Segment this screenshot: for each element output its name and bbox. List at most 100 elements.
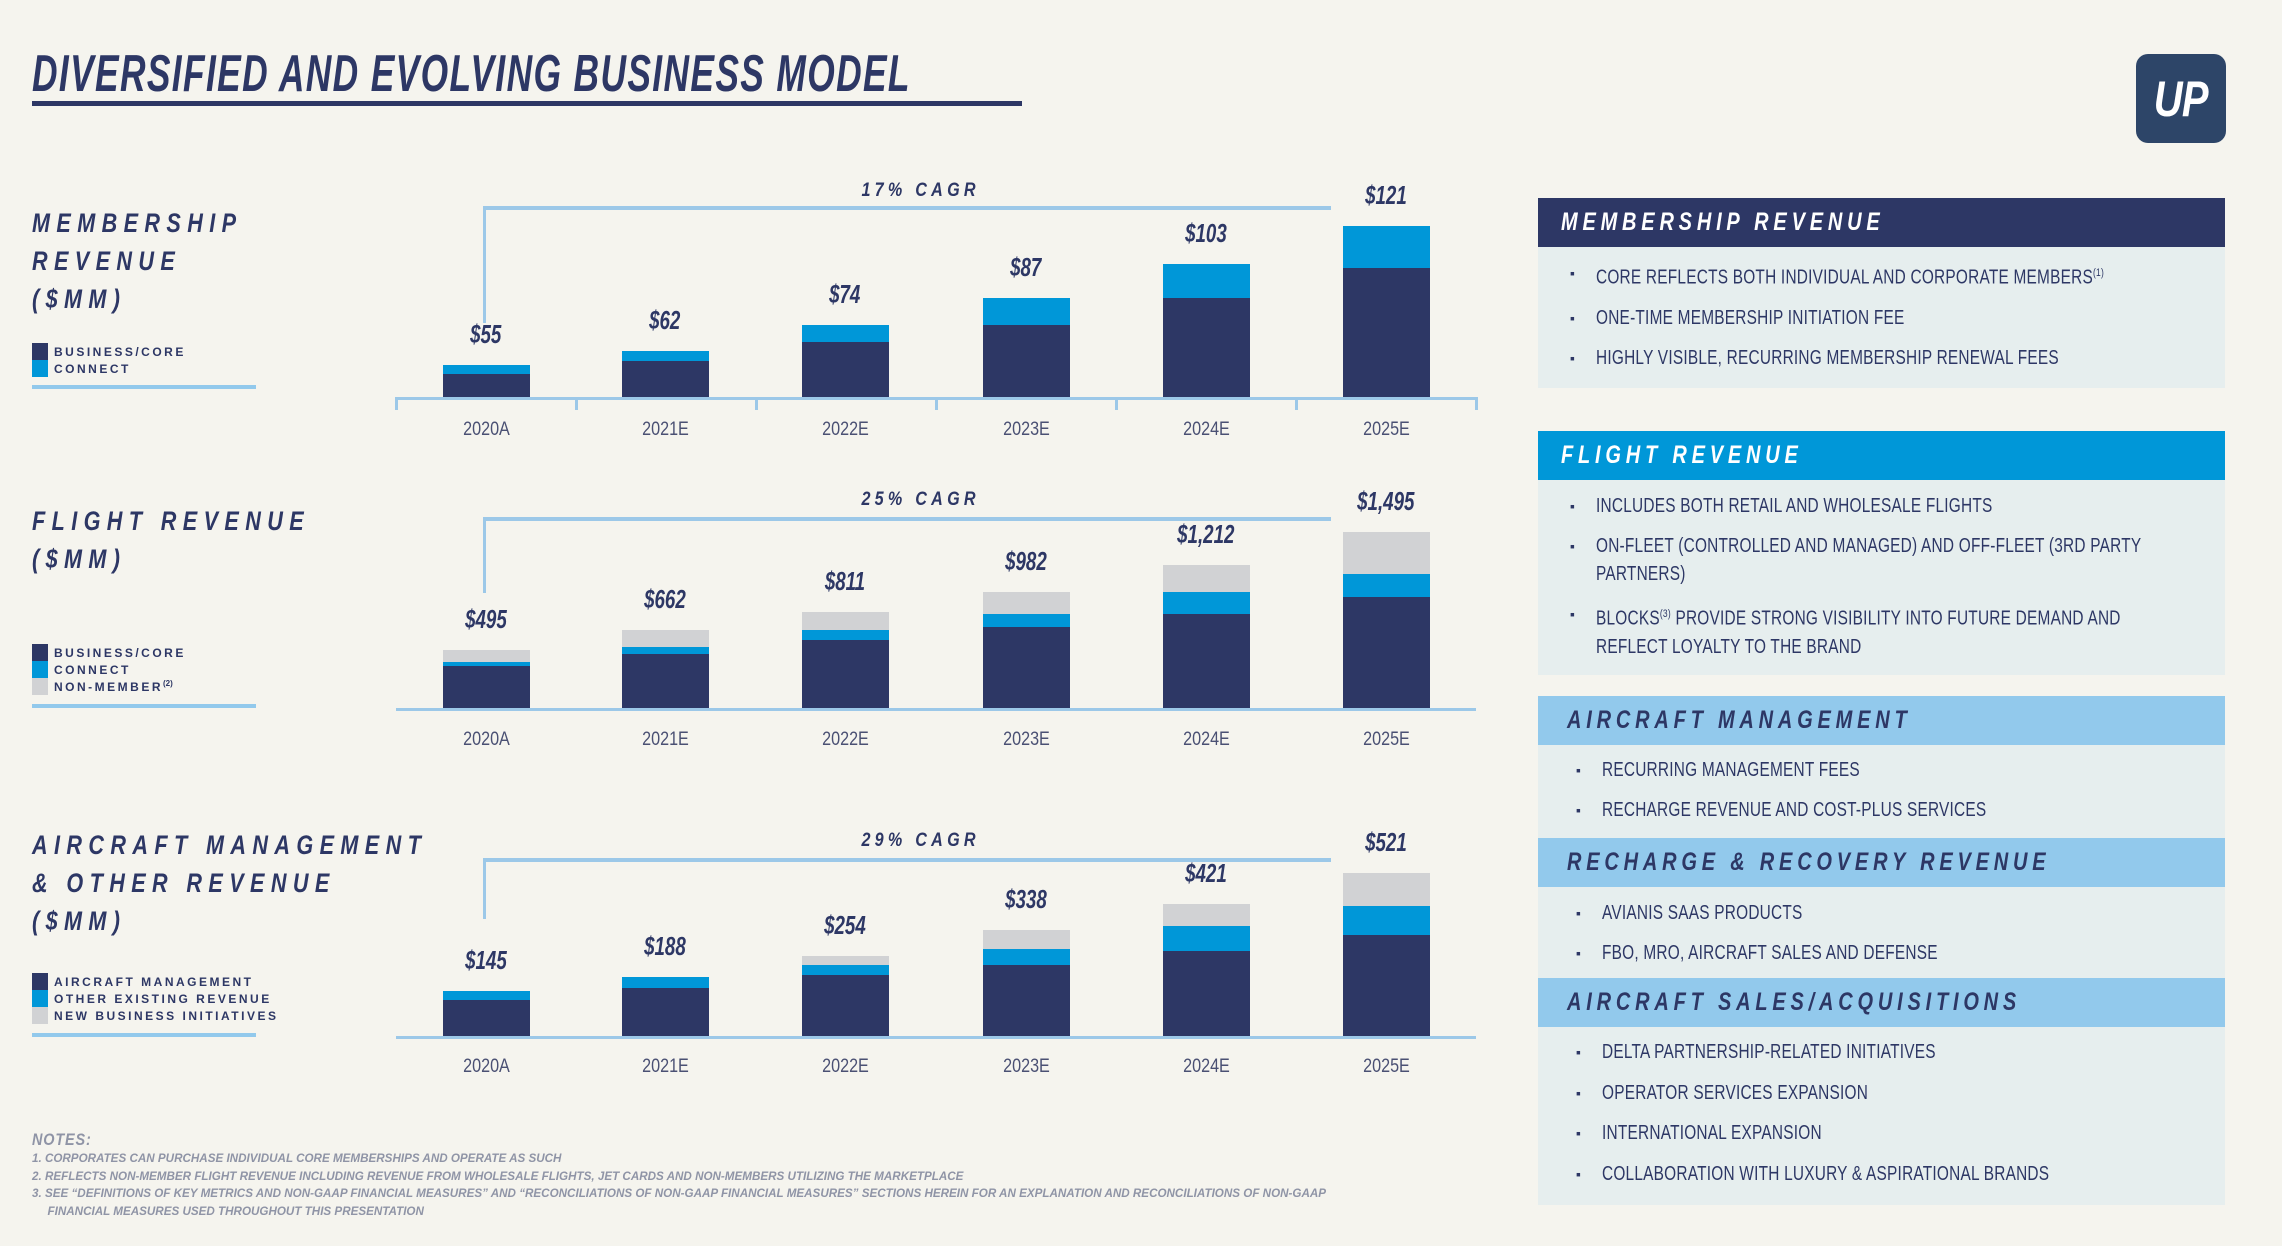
x-tick-label: 2025E (1316, 1056, 1456, 1078)
bar-segment-other-existing-revenue (1342, 906, 1430, 936)
cagr-bracket-horizontal (483, 206, 1331, 210)
aircraft-legend: AIRCRAFT MANAGEMENT OTHER EXISTING REVEN… (32, 973, 278, 1024)
year-text: 2025E (1362, 1056, 1410, 1077)
section-label-line: ($MM) (32, 906, 127, 936)
legend-swatch (32, 678, 48, 695)
bar-segment-business-core (801, 639, 889, 708)
bar-segment-business-core (801, 342, 889, 397)
x-tick-label: 2025E (1316, 419, 1456, 441)
x-tick-label: 2024E (1136, 1056, 1276, 1078)
bar-total-label: $254 (775, 910, 915, 941)
panel-title: FLIGHT REVENUE (1561, 441, 1803, 469)
bar-total-label: $74 (775, 279, 915, 310)
bar-segment-connect (1342, 226, 1430, 269)
panel-title: RECHARGE & RECOVERY REVENUE (1567, 848, 2051, 876)
legend-label: BUSINESS/CORE (54, 645, 186, 660)
x-tick-label: 2023E (956, 1056, 1096, 1078)
cagr-text: 17% CAGR (861, 180, 981, 201)
footnote-line: FINANCIAL MEASURES USED THROUGHOUT THIS … (47, 1203, 424, 1218)
year-text: 2022E (821, 419, 869, 440)
x-tick-label: 2021E (595, 1056, 735, 1078)
panel-header: RECHARGE & RECOVERY REVENUE (1538, 838, 2225, 887)
item-text: DELTA PARTNERSHIP-RELATED INITIATIVES (1602, 1041, 1936, 1063)
legend-swatch (32, 343, 48, 360)
year-text: 2022E (821, 729, 869, 750)
cagr-bracket-horizontal (483, 517, 1331, 521)
year-text: 2021E (641, 1056, 689, 1077)
bar-segment-business-core (1162, 297, 1250, 397)
legend-swatch (32, 661, 48, 678)
list-item: ▪ COLLABORATION WITH LUXURY & ASPIRATIONA… (1538, 1160, 2225, 1188)
bullet-icon: ▪ (1570, 309, 1575, 326)
panel-header: FLIGHT REVENUE (1538, 431, 2225, 480)
item-text: INTERNATIONAL EXPANSION (1602, 1122, 1822, 1144)
year-text: 2023E (1002, 729, 1050, 750)
bullet-icon: ▪ (1570, 538, 1575, 554)
bar-segment-business-core (621, 361, 709, 397)
panel-title: MEMBERSHIP REVENUE (1561, 208, 1885, 236)
bullet-icon: ▪ (1570, 606, 1575, 622)
flight-revenue-chart: 25% CAGR $495 2020A $662 2021E $811 2022E $982 2… (396, 486, 1476, 751)
bar-total-label: $1,212 (1136, 519, 1276, 550)
bar-segment-connect (442, 661, 530, 667)
total-value: $662 (644, 583, 686, 614)
axis-tick (575, 397, 578, 410)
bar-total-label: $982 (956, 546, 1096, 577)
section-label-line: MEMBERSHIP (32, 208, 243, 238)
bar-segment-connect (982, 614, 1070, 628)
item-text: RECURRING MANAGEMENT FEES (1602, 759, 1860, 781)
bullet-icon: ▪ (1576, 1165, 1581, 1182)
footnote-line: 2. REFLECTS NON-MEMBER FLIGHT REVENUE IN… (32, 1168, 964, 1183)
year-text: 2021E (641, 419, 689, 440)
list-item: ▪ FBO, MRO, AIRCRAFT SALES AND DEFENSE (1538, 939, 2225, 967)
bar-segment-aircraft-management (1342, 935, 1430, 1036)
item-text: INCLUDES BOTH RETAIL AND WHOLESALE FLIGH… (1596, 495, 1993, 517)
bullet-icon: ▪ (1576, 945, 1581, 961)
panel-body: ▪ INCLUDES BOTH RETAIL AND WHOLESALE FLIG… (1538, 480, 2225, 675)
year-text: 2021E (641, 729, 689, 750)
x-axis (396, 708, 1476, 711)
bar-segment-new-business-initiatives (1162, 903, 1250, 927)
list-item: ▪ RECURRING MANAGEMENT FEES (1538, 756, 2225, 784)
bar-segment-aircraft-management (442, 999, 530, 1036)
total-value: $421 (1185, 857, 1227, 888)
year-text: 2020A (462, 419, 510, 440)
panel-body: ▪ DELTA PARTNERSHIP-RELATED INITIATIVES ▪… (1538, 1027, 2225, 1205)
x-tick-label: 2025E (1316, 729, 1456, 751)
footnote-ref: (2) (163, 679, 173, 688)
aircraft-section-label: AIRCRAFT MANAGEMENT & OTHER REVENUE ($MM… (32, 826, 427, 940)
total-value: $87 (1010, 251, 1042, 282)
item-text: FBO, MRO, AIRCRAFT SALES AND DEFENSE (1602, 942, 1938, 964)
bar-segment-new-business-initiatives (1342, 872, 1430, 907)
cagr-label: 17% CAGR (771, 180, 1071, 202)
total-value: $55 (470, 319, 502, 350)
cagr-text: 29% CAGR (861, 830, 981, 851)
membership-revenue-panel: MEMBERSHIP REVENUE ▪ CORE REFLECTS BOTH I… (1538, 198, 2225, 388)
title-underline (32, 101, 1022, 106)
x-tick-label: 2023E (956, 419, 1096, 441)
bullet-icon: ▪ (1576, 1044, 1581, 1060)
bar-segment-non-member (1162, 564, 1250, 593)
year-text: 2025E (1362, 729, 1410, 750)
list-item: ▪ ON-FLEET (CONTROLLED AND MANAGED) AND O… (1538, 532, 2225, 588)
item-text: RECHARGE REVENUE AND COST-PLUS SERVICES (1602, 799, 1987, 821)
bar-segment-aircraft-management (982, 965, 1070, 1036)
flight-revenue-panel: FLIGHT REVENUE ▪ INCLUDES BOTH RETAIL AND… (1538, 431, 2225, 675)
bar-total-label: $87 (956, 252, 1096, 283)
x-tick-label: 2020A (416, 729, 556, 751)
x-tick-label: 2020A (416, 1056, 556, 1078)
bar-segment-new-business-initiatives (982, 929, 1070, 950)
bar-segment-connect (621, 350, 709, 362)
item-text: PROVIDE STRONG VISIBILITY INTO FUTURE DE… (1596, 607, 2121, 658)
total-value: $495 (465, 603, 507, 634)
company-logo: UP (2136, 54, 2226, 143)
bar-segment-business-core (442, 666, 530, 708)
bar-segment-non-member (982, 592, 1070, 615)
section-divider (32, 1033, 256, 1037)
section-label-line: ($MM) (32, 284, 127, 314)
bullet-icon: ▪ (1576, 1084, 1581, 1101)
section-label-line: FLIGHT REVENUE (32, 506, 311, 536)
year-text: 2023E (1002, 1056, 1050, 1077)
bar-total-label: $145 (416, 945, 556, 976)
bar-segment-non-member (442, 649, 530, 662)
